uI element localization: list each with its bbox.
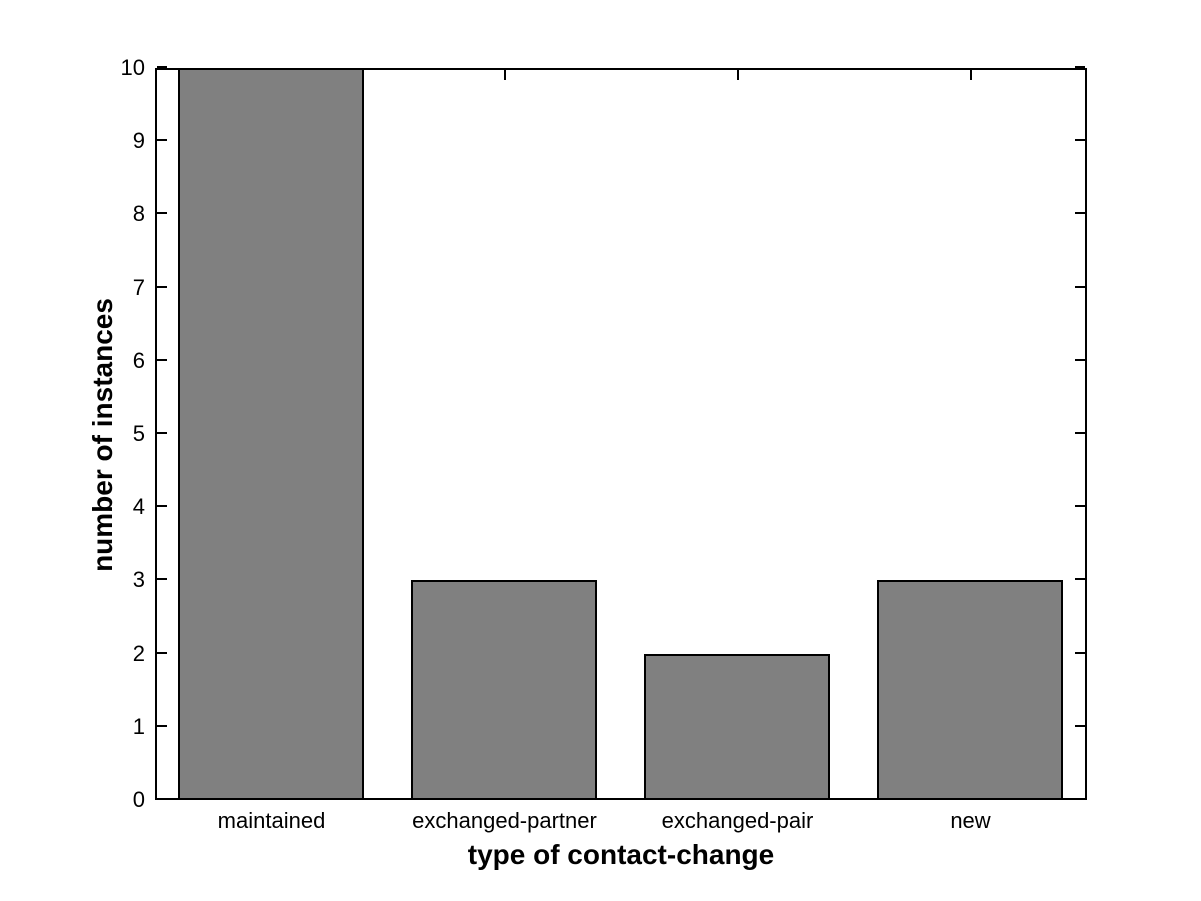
y-tick-label: 10	[120, 55, 145, 80]
y-tick-label: 1	[132, 714, 145, 739]
y-tick-label: 4	[132, 494, 145, 519]
y-tick-right	[1075, 652, 1085, 654]
y-tick-label: 0	[132, 787, 145, 812]
x-category-label: maintained	[217, 808, 326, 833]
y-tick-left	[157, 212, 167, 214]
y-tick-right	[1075, 798, 1085, 800]
y-tick-right	[1075, 139, 1085, 141]
y-tick-left	[157, 286, 167, 288]
y-tick-left	[157, 578, 167, 580]
y-tick-left	[157, 725, 167, 727]
y-tick-label: 2	[132, 641, 145, 666]
y-tick-right	[1075, 359, 1085, 361]
y-tick-left	[157, 66, 167, 68]
y-tick-label: 3	[132, 567, 145, 592]
y-tick-left	[157, 798, 167, 800]
y-tick-label: 8	[132, 201, 145, 226]
bar-new	[877, 580, 1063, 800]
y-tick-label: 6	[132, 348, 145, 373]
y-tick-right	[1075, 212, 1085, 214]
bar-maintained	[178, 68, 364, 800]
y-tick-left	[157, 432, 167, 434]
x-category-label: new	[950, 808, 991, 833]
y-tick-right	[1075, 432, 1085, 434]
y-tick-label: 7	[132, 275, 145, 300]
bar-exchanged-partner	[411, 580, 597, 800]
x-tick-top	[737, 70, 739, 80]
bar-exchanged-pair	[644, 654, 830, 800]
y-tick-right	[1075, 578, 1085, 580]
x-category-label: exchanged-pair	[661, 808, 814, 833]
x-tick-top	[504, 70, 506, 80]
y-tick-left	[157, 359, 167, 361]
x-tick-top	[970, 70, 972, 80]
y-tick-right	[1075, 66, 1085, 68]
y-tick-right	[1075, 725, 1085, 727]
x-category-label: exchanged-partner	[412, 808, 597, 833]
y-tick-left	[157, 652, 167, 654]
x-axis-title: type of contact-change	[467, 839, 775, 870]
y-tick-right	[1075, 505, 1085, 507]
y-tick-label: 5	[132, 421, 145, 446]
y-tick-left	[157, 139, 167, 141]
y-tick-label: 9	[132, 128, 145, 153]
y-tick-right	[1075, 286, 1085, 288]
y-tick-left	[157, 505, 167, 507]
